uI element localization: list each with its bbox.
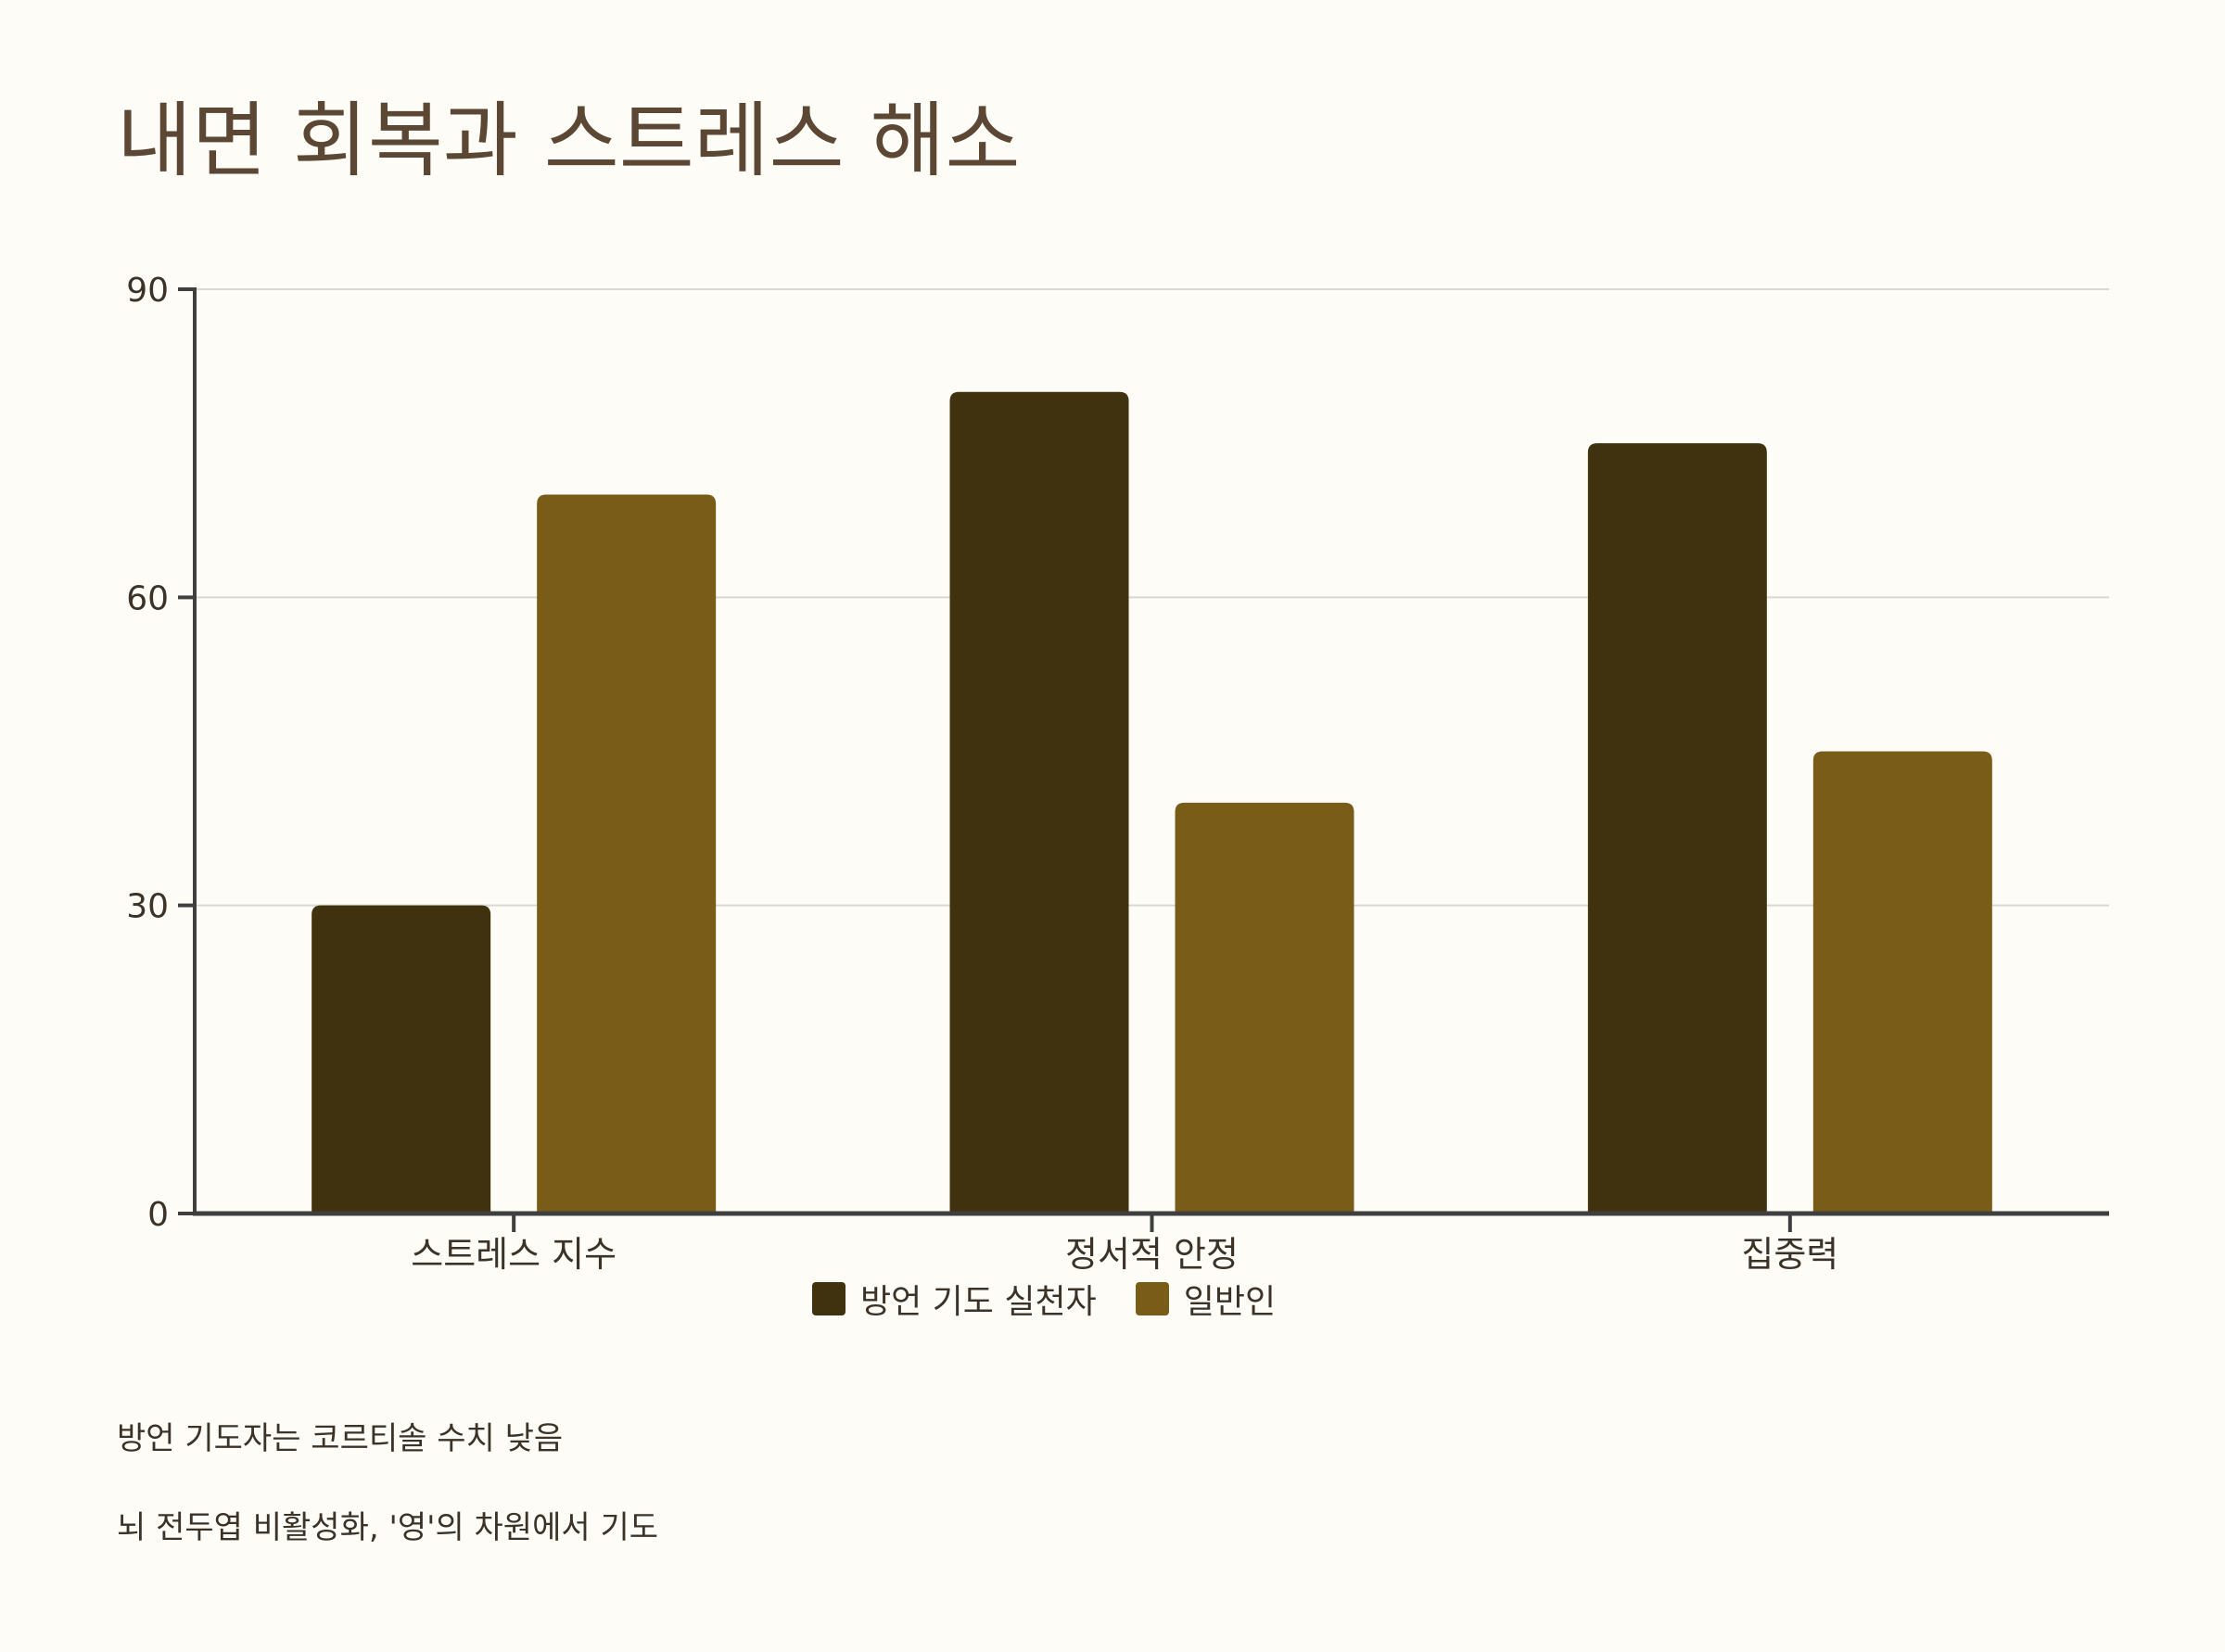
note-2: 뇌 전두엽 비활성화, '영'의 차원에서 기도 [117,1509,659,1546]
legend-label-series-1: 방언 기도 실천자 [860,1283,1097,1321]
legend-swatch-series-2 [1135,1282,1169,1315]
y-tick-label: 30 [126,888,169,926]
legend: 방언 기도 실천자 일반인 [812,1275,1315,1323]
y-tick-label: 60 [126,579,169,617]
chart-title: 내면 회복과 스트레스 해소 [117,93,1021,188]
note-1: 방언 기도자는 코르티솔 수치 낮음 [117,1420,564,1457]
grid-lines [195,288,2109,907]
bar-1-2 [949,391,1129,1214]
bar-2-3 [1812,751,1992,1214]
bar-1-3 [1587,443,1767,1214]
bar-1-1 [312,905,491,1214]
bars [312,391,1992,1214]
axis-labels: 0 30 60 90 스트레스 지수 정서적 안정 집중력 [126,272,1838,1275]
y-tick-label: 0 [147,1196,169,1234]
bar-chart: 0 30 60 90 스트레스 지수 정서적 안정 집중력 [126,272,2109,1275]
x-tick-label: 스트레스 지수 [411,1234,617,1275]
notes: 방언 기도자는 코르티솔 수치 낮음 뇌 전두엽 비활성화, '영'의 차원에서… [117,1417,658,1595]
legend-label-series-2: 일반인 [1183,1283,1277,1321]
legend-item-series-1: 방언 기도 실천자 [812,1275,1097,1323]
bar-2-2 [1175,802,1354,1214]
legend-swatch-series-1 [812,1282,846,1315]
x-tick-label: 정서적 안정 [1065,1234,1239,1275]
y-tick-label: 90 [126,272,169,310]
axes [178,287,2109,1232]
x-tick-label: 집중력 [1741,1234,1838,1275]
bar-2-1 [537,494,717,1214]
legend-item-series-2: 일반인 [1135,1275,1277,1323]
